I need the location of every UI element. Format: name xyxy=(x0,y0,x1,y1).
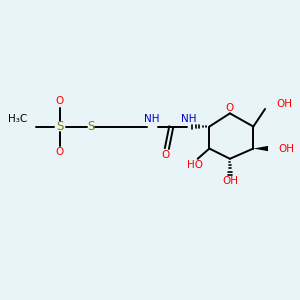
Polygon shape xyxy=(253,146,268,151)
Text: NH: NH xyxy=(145,114,160,124)
Text: H₃C: H₃C xyxy=(8,114,28,124)
Text: OH: OH xyxy=(278,143,294,154)
Text: NH: NH xyxy=(181,114,196,124)
Text: S: S xyxy=(56,120,64,133)
Text: O: O xyxy=(56,147,64,157)
Text: O: O xyxy=(161,150,169,160)
Text: S: S xyxy=(87,120,94,133)
Text: O: O xyxy=(226,103,234,112)
Text: O: O xyxy=(56,96,64,106)
Text: OH: OH xyxy=(276,99,292,109)
Text: OH: OH xyxy=(222,176,238,186)
Text: HO: HO xyxy=(187,160,203,170)
